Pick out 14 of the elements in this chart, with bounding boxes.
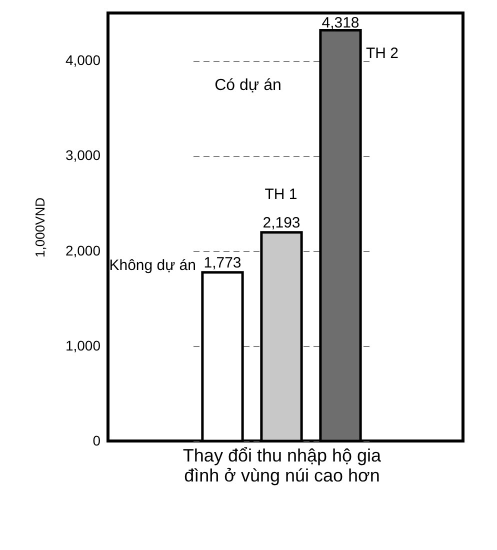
y-tick-label: 3,000 — [65, 147, 101, 164]
x-axis-title: Thay đổi thu nhập hộ gia đình ở vùng núi cao hơn — [182, 446, 382, 486]
data-label: 4,318 — [322, 14, 360, 32]
annotation: Có dự án — [214, 77, 282, 94]
data-label: 2,193 — [262, 214, 300, 232]
y-tick-label: 0 — [92, 432, 101, 448]
data-label: 1,773 — [204, 254, 242, 272]
annotation: TH 2 — [366, 45, 399, 62]
y-tick-label: 2,000 — [65, 242, 101, 258]
y-tick-label: 1,000 — [65, 337, 101, 354]
annotation: TH 1 — [264, 186, 298, 203]
annotation: Không dự án — [109, 257, 196, 274]
y-axis-title: 1,000VND — [32, 198, 48, 258]
y-tick-label: 4,000 — [65, 52, 101, 68]
